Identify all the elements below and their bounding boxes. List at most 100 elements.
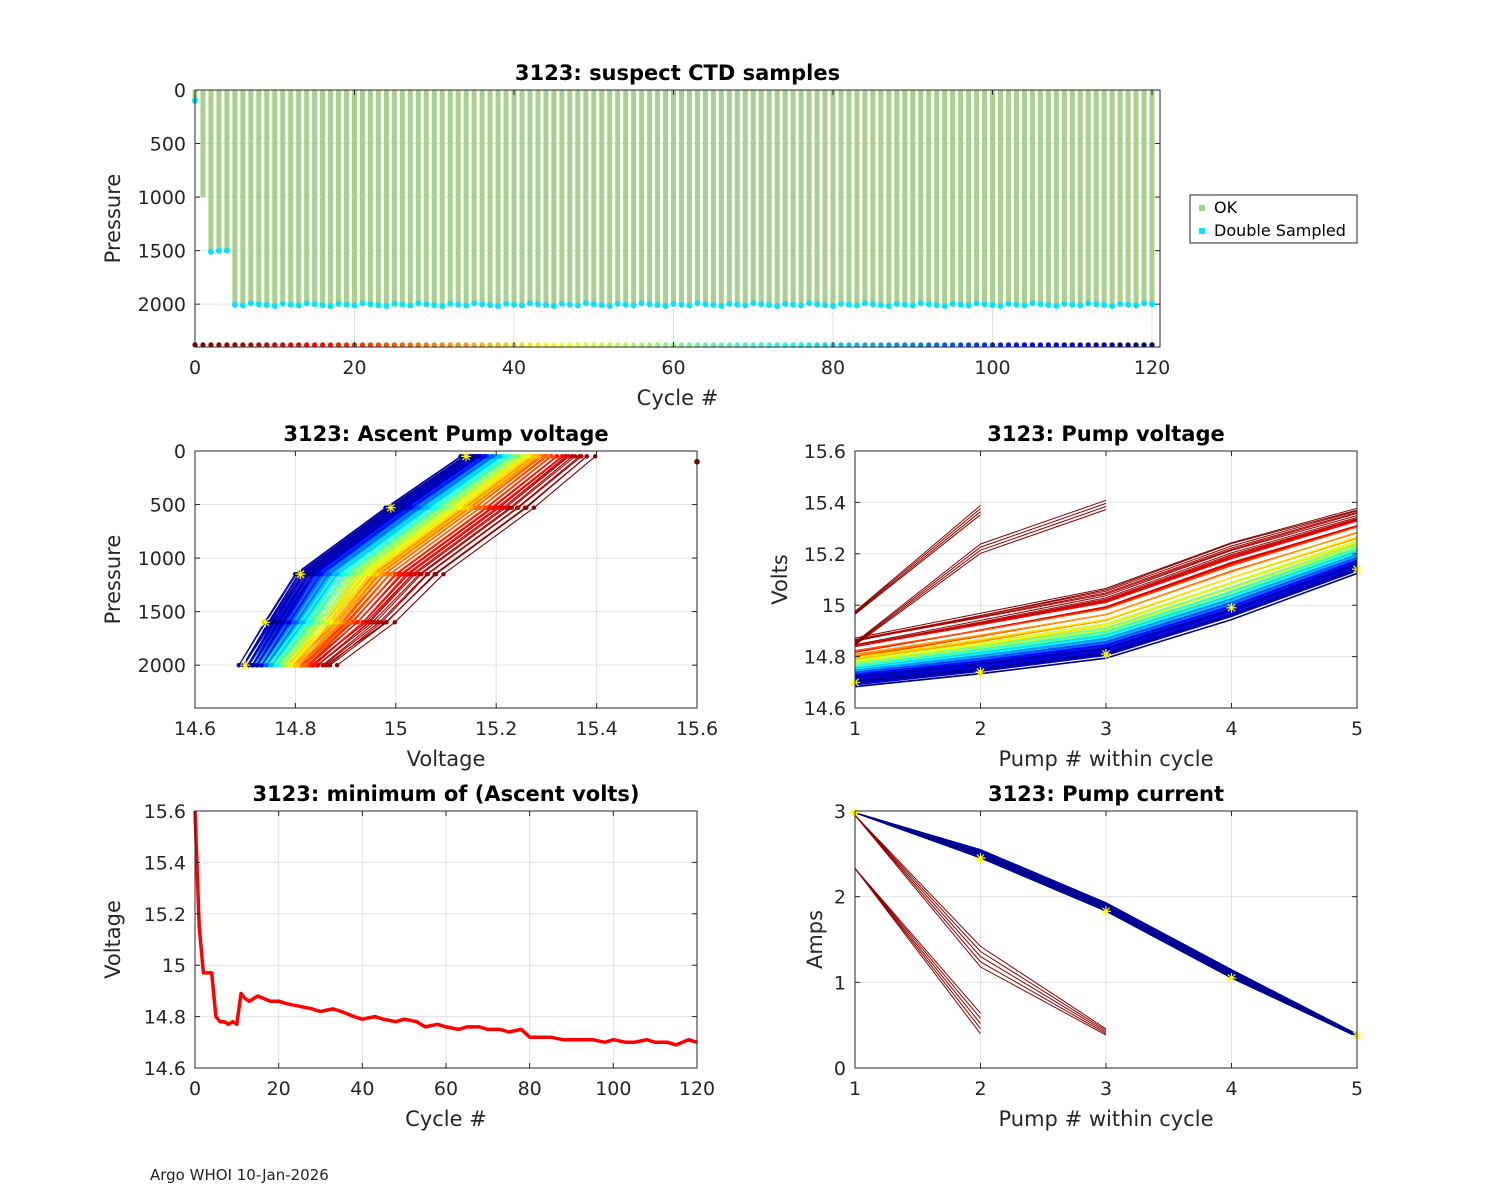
double-sampled-point bbox=[287, 301, 294, 308]
minv-x-tick-label: 0 bbox=[189, 1078, 201, 1100]
pump-current-short-cycle bbox=[854, 814, 1107, 1030]
pumpv-x-tick-label: 3 bbox=[1100, 718, 1112, 740]
double-sampled-point bbox=[534, 301, 541, 308]
minv-y-tick-label: 14.6 bbox=[144, 1058, 186, 1080]
ascent-profile-point bbox=[473, 505, 478, 510]
minv-data bbox=[193, 810, 698, 1047]
cycle-color-marker bbox=[495, 342, 501, 348]
double-sampled-point bbox=[1093, 301, 1100, 308]
cycle-color-marker bbox=[886, 342, 892, 348]
double-sampled-point bbox=[766, 302, 773, 309]
pumpv-x-tick-label: 4 bbox=[1225, 718, 1237, 740]
double-sampled-point bbox=[1005, 300, 1012, 307]
cycle-color-marker bbox=[256, 342, 262, 348]
cycle-color-marker bbox=[288, 342, 294, 348]
minv-y-tick-label: 14.8 bbox=[144, 1007, 186, 1029]
ascent-profile-point bbox=[400, 505, 406, 510]
pump-current-cycle-line bbox=[854, 812, 1358, 1036]
ascent-y-tick-label: 500 bbox=[150, 495, 186, 517]
double-sampled-point bbox=[630, 302, 637, 309]
ascent-profile-point bbox=[366, 620, 371, 625]
cycle-color-marker bbox=[654, 342, 661, 348]
double-sampled-point bbox=[837, 300, 844, 307]
ctd-x-label: Cycle # bbox=[637, 386, 719, 410]
ctd-x-tick-label: 100 bbox=[974, 357, 1010, 379]
ascent-x-tick-label: 14.6 bbox=[174, 718, 216, 740]
double-sampled-point bbox=[654, 302, 661, 309]
double-sampled-point bbox=[479, 301, 486, 308]
double-sampled-point bbox=[1109, 302, 1116, 309]
cycle-color-marker bbox=[423, 342, 429, 348]
cycle-color-marker bbox=[686, 342, 693, 348]
cycle-color-marker bbox=[950, 342, 956, 348]
double-sampled-point bbox=[367, 301, 374, 308]
cycle-color-marker bbox=[487, 342, 493, 348]
pump-voltage-cycle-line bbox=[854, 560, 1358, 677]
pump-voltage-cycle-line bbox=[854, 562, 1358, 677]
pump-voltage-cycle-line bbox=[854, 540, 1358, 661]
pumpc-title: 3123: Pump current bbox=[988, 782, 1224, 806]
pump-current-short-cycle bbox=[854, 868, 981, 1024]
cycle-color-marker bbox=[519, 342, 525, 348]
cycle-color-marker bbox=[782, 342, 788, 348]
double-sampled-point bbox=[439, 302, 446, 309]
double-sampled-point bbox=[423, 301, 430, 308]
ascent-profile-point bbox=[403, 571, 409, 577]
cycle-color-marker bbox=[838, 342, 844, 348]
cycle-color-marker bbox=[359, 342, 366, 348]
pumpc-x-tick-label: 2 bbox=[974, 1078, 986, 1100]
ascent-profile-point bbox=[305, 571, 310, 577]
ascent-profile-point bbox=[419, 571, 424, 577]
cycle-color-marker bbox=[431, 342, 437, 348]
cycle-color-marker bbox=[918, 342, 924, 348]
pump-voltage-cycle-line bbox=[854, 560, 1358, 676]
double-sampled-point bbox=[1021, 302, 1028, 309]
pump-current-cycle-line bbox=[854, 812, 1358, 1035]
pumpv-y-label: Volts bbox=[768, 554, 792, 605]
cycle-color-marker bbox=[304, 342, 310, 348]
pumpc-x-tick-label: 5 bbox=[1351, 1078, 1363, 1100]
cycle-color-marker bbox=[615, 342, 621, 348]
double-sampled-point bbox=[271, 302, 278, 309]
double-sampled-point bbox=[1141, 300, 1148, 307]
pump-voltage-cycle-line bbox=[854, 557, 1358, 674]
pump-current-short-cycle bbox=[854, 868, 981, 1035]
cycle-color-marker bbox=[822, 342, 828, 348]
ctd-x-tick-label: 0 bbox=[189, 357, 201, 379]
double-sampled-point bbox=[335, 300, 342, 307]
ctd-y-tick-label: 0 bbox=[174, 80, 186, 102]
pump-voltage-cycle-line bbox=[854, 515, 1358, 646]
ascent-profile-point bbox=[300, 620, 306, 625]
ascent-profile-point bbox=[533, 454, 539, 459]
double-sampled-point bbox=[941, 302, 948, 309]
double-sampled-point bbox=[255, 301, 262, 308]
ascent-profile-point bbox=[514, 454, 519, 459]
ascent-profile-point bbox=[275, 620, 280, 625]
cycle-color-marker bbox=[662, 342, 669, 348]
cycle-color-marker bbox=[631, 342, 637, 348]
latest-cycle-marker bbox=[1226, 602, 1237, 613]
cycle-color-marker bbox=[527, 342, 533, 348]
double-sampled-point bbox=[215, 247, 222, 254]
min-ascent-volts-line bbox=[193, 810, 698, 1047]
double-sampled-point bbox=[431, 302, 438, 309]
cycle-color-marker bbox=[639, 342, 645, 348]
ascent-profile-point bbox=[317, 571, 323, 577]
ascent-profile-point bbox=[392, 620, 397, 625]
ascent-profile-point bbox=[522, 505, 528, 510]
ascent-profile-point bbox=[325, 620, 331, 625]
cycle-color-marker bbox=[1093, 342, 1099, 348]
pumpc-x-label: Pump # within cycle bbox=[999, 1107, 1214, 1131]
ascent-profile-point bbox=[347, 620, 352, 625]
double-sampled-point bbox=[1117, 300, 1124, 307]
cycle-color-marker bbox=[583, 342, 589, 348]
double-sampled-point bbox=[933, 302, 940, 309]
double-sampled-point bbox=[590, 301, 597, 308]
ascent-profile-point bbox=[373, 620, 378, 625]
pump-current-short-cycle bbox=[854, 814, 1107, 1031]
double-sampled-point bbox=[558, 300, 565, 307]
cycle-color-marker bbox=[264, 342, 270, 348]
ctd-legend-box bbox=[1189, 194, 1358, 244]
